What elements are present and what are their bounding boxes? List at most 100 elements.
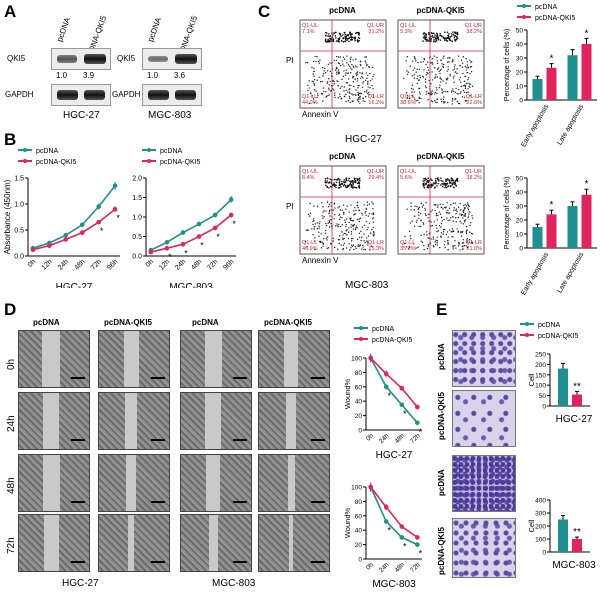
- flow-dot: [409, 222, 412, 224]
- flow-dot: [358, 184, 360, 187]
- data-point: [399, 402, 405, 408]
- flow-dot: [431, 90, 433, 92]
- flow-dot: [425, 86, 427, 89]
- flow-dot: [442, 183, 445, 186]
- flow-dot: [449, 217, 452, 219]
- flow-dot: [408, 246, 411, 248]
- flow-dot: [425, 93, 427, 95]
- legend-marker-0: [147, 148, 151, 152]
- flow-dot: [426, 180, 428, 183]
- flow-dot: [348, 40, 350, 43]
- wound-gap: [284, 331, 298, 387]
- data-point: [79, 230, 85, 235]
- flow-dot: [467, 77, 470, 79]
- flow-dot: [468, 83, 471, 85]
- flow-dot: [349, 218, 351, 220]
- flow-dot: [417, 75, 419, 77]
- flow-dot: [456, 100, 458, 103]
- flow-dot: [413, 74, 415, 76]
- flow-dot: [438, 211, 441, 213]
- flow-dot: [349, 101, 351, 104]
- flow-dot: [329, 62, 331, 64]
- y-axis-label: Cell: [527, 373, 536, 386]
- significance-star: *: [403, 409, 407, 419]
- flow-dot: [352, 183, 354, 185]
- flow-dot: [313, 89, 316, 91]
- flow-dot: [451, 235, 453, 238]
- flow-dot: [446, 231, 449, 233]
- flow-dot: [339, 216, 342, 218]
- flow-dot: [360, 93, 363, 95]
- transwell-image-qki5-hgc: [452, 390, 516, 447]
- flow-dot: [364, 100, 366, 103]
- flow-dot: [319, 80, 322, 83]
- flow-dot: [362, 81, 365, 83]
- flow-dot: [340, 244, 342, 246]
- flow-dot: [433, 40, 435, 43]
- flow-dot: [423, 57, 425, 60]
- flow-dot: [312, 73, 314, 75]
- flow-dot: [452, 246, 454, 248]
- flow-dot: [365, 214, 367, 216]
- flow-dot: [349, 58, 352, 60]
- flow-dot: [461, 214, 464, 216]
- series-line-0: [369, 357, 418, 424]
- flow-dot: [464, 221, 466, 223]
- flow-dot: [313, 67, 315, 69]
- flow-dot: [470, 232, 473, 235]
- flow-dot: [352, 59, 354, 61]
- flow-dot: [356, 226, 358, 229]
- flow-dot: [349, 249, 351, 251]
- flow-dot: [372, 94, 374, 96]
- flow-dot: [342, 185, 345, 187]
- flow-dot: [339, 225, 342, 228]
- data-point: [415, 535, 420, 540]
- flow-dot: [343, 70, 345, 72]
- y-tick-label: 40: [516, 190, 524, 197]
- flow-dot: [424, 78, 427, 80]
- flow-dot: [366, 228, 368, 231]
- flow-dot: [466, 72, 468, 74]
- flow-dot: [371, 228, 373, 231]
- flow-dot: [318, 225, 320, 227]
- flow-dot: [457, 216, 460, 219]
- y-axis-label: Wound%: [343, 379, 352, 410]
- flow-dot: [325, 229, 327, 232]
- flow-dot: [306, 246, 308, 248]
- data-point: [399, 524, 405, 529]
- flow-quad-name: Q1-UR: [465, 169, 482, 175]
- flow-dot: [441, 220, 443, 222]
- flow-dot: [354, 65, 357, 67]
- flow-dot: [349, 34, 352, 36]
- flow-dot: [358, 37, 361, 39]
- flow-dot: [424, 213, 427, 215]
- flow-dot: [424, 37, 426, 40]
- flow-dot: [348, 243, 350, 245]
- flow-dot: [442, 208, 444, 210]
- flow-dot: [365, 237, 368, 239]
- flow-dot: [333, 89, 335, 91]
- flow-dot: [325, 90, 327, 93]
- flow-dot: [369, 72, 371, 75]
- flow-dot: [327, 94, 329, 97]
- flow-dot: [351, 187, 354, 189]
- flow-dot: [439, 72, 441, 75]
- flow-dot: [440, 236, 442, 239]
- flow-dot: [451, 216, 454, 218]
- scale-bar: [311, 501, 325, 503]
- flow-dot: [368, 213, 371, 215]
- flow-dot: [456, 31, 459, 34]
- flow-dot: [313, 60, 315, 63]
- significance-star: *: [216, 232, 220, 242]
- flow-dot: [358, 32, 361, 35]
- scale-bar: [233, 439, 247, 441]
- flow-dot: [468, 241, 470, 244]
- flow-dot: [436, 230, 438, 233]
- flow-dot: [349, 180, 351, 183]
- flow-quad-value: 38.2%: [466, 29, 482, 35]
- flow-quad-value: 7.1%: [302, 29, 315, 35]
- flow-dot: [333, 32, 336, 34]
- flow-dot: [328, 187, 330, 189]
- wound-gap: [43, 515, 59, 571]
- flow-dot: [440, 98, 442, 100]
